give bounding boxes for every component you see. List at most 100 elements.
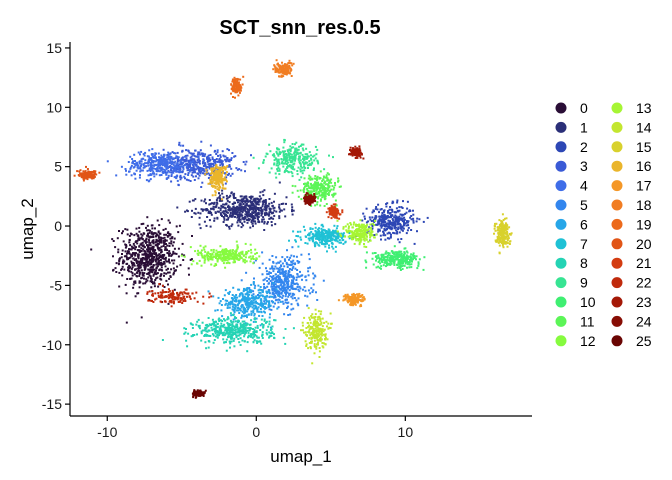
data-point bbox=[303, 169, 306, 172]
data-point bbox=[261, 262, 264, 265]
data-point bbox=[294, 263, 296, 266]
data-point bbox=[290, 156, 292, 159]
data-point bbox=[230, 225, 233, 228]
data-point bbox=[131, 253, 134, 256]
data-point bbox=[175, 252, 178, 255]
data-point bbox=[158, 170, 161, 173]
data-point bbox=[257, 201, 259, 203]
data-point bbox=[313, 167, 315, 170]
data-point bbox=[137, 234, 140, 237]
data-point bbox=[211, 328, 214, 331]
data-point bbox=[377, 203, 380, 206]
data-point bbox=[186, 154, 189, 157]
data-point bbox=[256, 308, 259, 310]
data-point bbox=[257, 212, 260, 215]
data-point bbox=[273, 281, 276, 284]
data-point bbox=[244, 261, 246, 264]
data-point bbox=[301, 161, 304, 164]
data-point bbox=[231, 210, 234, 213]
data-point bbox=[371, 230, 374, 233]
data-point bbox=[263, 300, 266, 303]
data-point bbox=[224, 326, 227, 329]
data-point bbox=[252, 328, 254, 330]
data-point bbox=[296, 151, 299, 154]
data-point bbox=[315, 153, 318, 156]
data-point bbox=[384, 255, 387, 258]
data-point bbox=[342, 232, 345, 235]
data-point bbox=[233, 210, 236, 213]
data-point bbox=[244, 206, 247, 209]
data-point bbox=[248, 207, 251, 210]
data-point bbox=[252, 204, 255, 207]
data-point bbox=[291, 267, 294, 270]
data-point bbox=[296, 189, 299, 192]
data-point bbox=[112, 240, 115, 242]
data-point bbox=[353, 233, 356, 236]
data-point bbox=[371, 257, 374, 260]
data-point bbox=[322, 237, 325, 239]
data-point bbox=[169, 233, 172, 236]
data-point bbox=[410, 253, 413, 256]
data-point bbox=[402, 254, 405, 257]
data-point bbox=[121, 253, 123, 255]
data-point bbox=[250, 297, 253, 300]
data-point bbox=[198, 216, 201, 219]
data-point bbox=[256, 214, 259, 217]
data-point bbox=[298, 155, 301, 158]
data-point bbox=[160, 250, 163, 253]
data-point bbox=[394, 214, 397, 217]
data-point bbox=[165, 164, 168, 167]
data-point bbox=[152, 258, 155, 261]
data-point bbox=[260, 298, 263, 301]
data-point bbox=[243, 218, 246, 221]
data-point bbox=[267, 273, 270, 275]
data-point bbox=[255, 203, 258, 206]
data-point bbox=[153, 164, 156, 167]
data-point bbox=[149, 173, 152, 176]
data-point bbox=[138, 176, 141, 179]
data-point bbox=[307, 182, 310, 185]
data-point bbox=[216, 325, 219, 328]
data-point bbox=[171, 253, 174, 256]
data-point bbox=[251, 201, 254, 204]
data-point bbox=[118, 262, 120, 265]
data-point bbox=[281, 161, 284, 164]
data-point bbox=[295, 282, 298, 285]
data-point bbox=[150, 165, 153, 168]
data-point bbox=[137, 254, 140, 257]
data-point bbox=[303, 177, 306, 180]
data-point bbox=[282, 165, 285, 168]
data-point bbox=[282, 154, 285, 157]
data-point bbox=[229, 212, 232, 214]
data-point bbox=[317, 243, 320, 246]
data-point bbox=[215, 255, 218, 258]
data-point bbox=[190, 335, 193, 338]
data-point bbox=[146, 248, 148, 251]
data-point bbox=[353, 235, 355, 238]
data-point bbox=[207, 317, 210, 319]
data-point bbox=[406, 263, 409, 266]
data-point bbox=[219, 254, 222, 257]
data-point bbox=[190, 174, 193, 177]
data-point bbox=[235, 334, 238, 337]
data-point bbox=[340, 235, 343, 238]
data-point bbox=[305, 185, 308, 188]
data-point bbox=[282, 302, 285, 305]
data-point bbox=[286, 305, 289, 308]
data-point bbox=[381, 255, 383, 258]
data-point bbox=[270, 328, 273, 331]
data-point bbox=[224, 319, 227, 322]
data-point bbox=[395, 207, 398, 210]
data-point bbox=[265, 276, 268, 279]
data-point bbox=[139, 237, 142, 240]
data-point bbox=[308, 174, 311, 177]
data-point bbox=[273, 209, 276, 212]
data-point bbox=[231, 250, 234, 253]
data-point bbox=[234, 305, 237, 308]
data-point bbox=[228, 301, 230, 304]
data-point bbox=[397, 238, 400, 241]
data-point bbox=[260, 299, 263, 302]
data-point bbox=[412, 217, 415, 220]
data-point bbox=[391, 255, 394, 258]
data-point bbox=[401, 258, 404, 261]
